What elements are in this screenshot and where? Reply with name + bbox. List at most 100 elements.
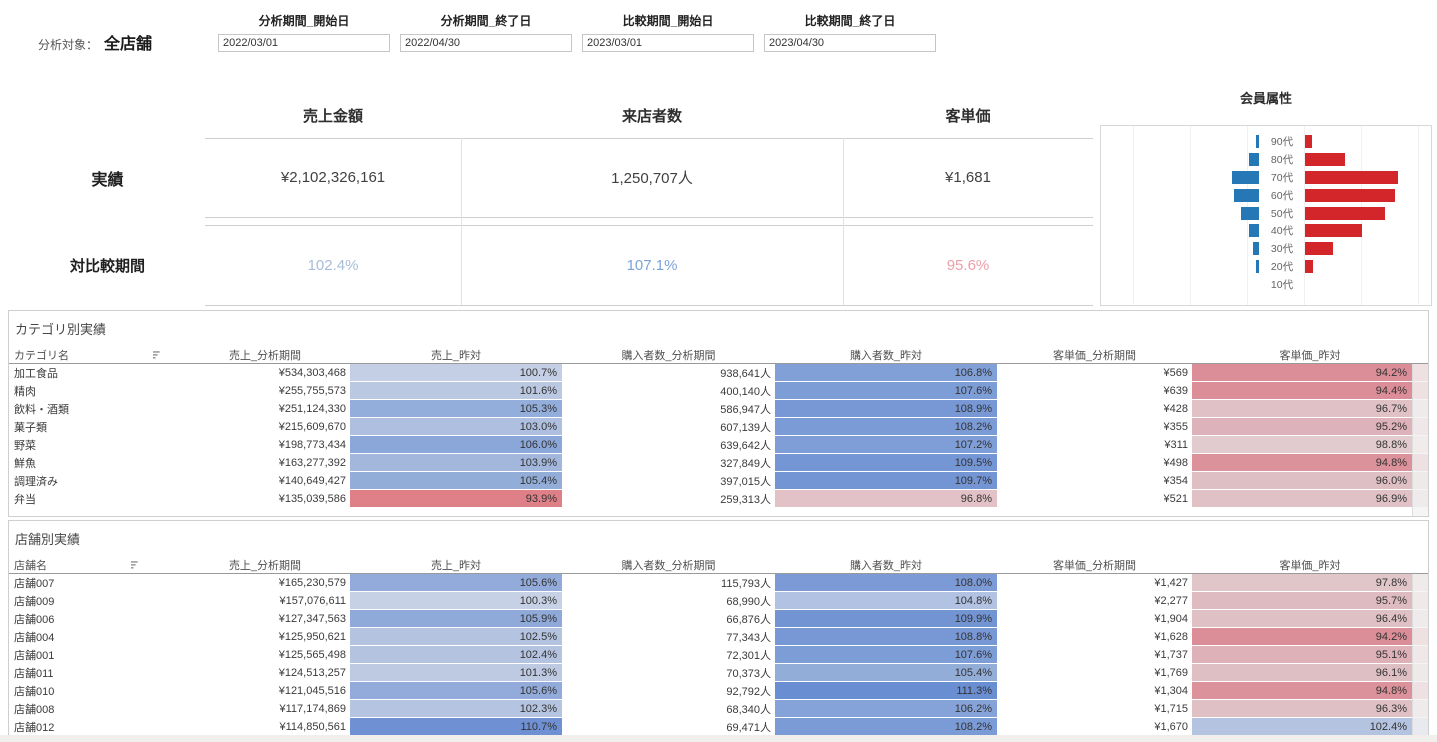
sales-value: ¥198,773,434	[278, 439, 346, 451]
yoy-bar: 96.7%	[1192, 400, 1428, 417]
buyers-value: 607,139人	[720, 422, 771, 434]
column-header[interactable]: 客単価_昨対	[1279, 559, 1341, 572]
kpi-actual-value: ¥1,681	[945, 169, 991, 186]
date-input[interactable]	[582, 34, 754, 52]
price-value: ¥639	[1163, 385, 1188, 397]
column-header[interactable]: 売上_昨対	[430, 559, 482, 572]
pyramid-bar-right[interactable]	[1305, 206, 1385, 220]
table-row[interactable]: 精肉 ¥255,755,573 101.6% 400,140人 107.6% ¥639 94…	[9, 382, 1428, 400]
column-header[interactable]: 客単価_分析期間	[1052, 349, 1137, 362]
table-body: 加工食品 ¥534,303,468 100.7% 938,641人 106.8% ¥569…	[9, 364, 1428, 516]
pyramid-bar-right[interactable]	[1305, 259, 1313, 273]
yoy-bar: 102.5%	[350, 628, 562, 645]
date-input[interactable]	[764, 34, 936, 52]
buyers-value: 68,990人	[726, 596, 771, 608]
sort-icon[interactable]	[153, 350, 163, 360]
yoy-bar: 107.6%	[775, 646, 997, 663]
table-row[interactable]: 店舗004 ¥125,950,621 102.5% 77,343人 108.8% ¥1,6…	[9, 628, 1428, 646]
pyramid-bar-right[interactable]	[1305, 153, 1345, 167]
table-row[interactable]: 加工食品 ¥534,303,468 100.7% 938,641人 106.8% ¥569…	[9, 364, 1428, 382]
table-row[interactable]: 店舗012 ¥114,850,561 110.7% 69,471人 108.2% ¥1,6…	[9, 718, 1428, 736]
yoy-bar: 103.9%	[350, 454, 562, 471]
column-header[interactable]: 売上_昨対	[430, 349, 482, 362]
pyramid-bar-left[interactable]	[1232, 170, 1259, 184]
pyramid-bar-left[interactable]	[1249, 224, 1259, 238]
table-row[interactable]: 調理済み ¥140,649,427 105.4% 397,015人 109.7% ¥354…	[9, 472, 1428, 490]
table-row[interactable]: 弁当 ¥135,039,586 93.9% 259,313人 96.8% ¥521 96.9…	[9, 490, 1428, 508]
horizontal-scrollbar[interactable]	[0, 735, 1437, 742]
buyers-value: 72,301人	[726, 650, 771, 662]
pyramid-bar-left[interactable]	[1256, 259, 1259, 273]
kpi-ratio-value: 95.6%	[946, 256, 990, 274]
column-header[interactable]: 客単価_分析期間	[1052, 559, 1137, 572]
column-header[interactable]: 購入者数_昨対	[849, 349, 923, 362]
price-value: ¥1,904	[1154, 613, 1188, 625]
column-header[interactable]: 購入者数_分析期間	[621, 349, 716, 362]
vertical-scrollbar[interactable]	[1412, 364, 1428, 516]
column-header[interactable]: 店舗名	[9, 556, 180, 573]
table-row[interactable]: 店舗006 ¥127,347,563 105.9% 66,876人 109.9% ¥1,9…	[9, 610, 1428, 628]
kpi-actual-value: 1,250,707人	[611, 170, 693, 187]
price-value: ¥2,277	[1154, 595, 1188, 607]
pyramid-title: 会員属性	[1239, 91, 1292, 106]
price-value: ¥355	[1163, 421, 1188, 433]
column-header[interactable]: 売上_分析期間	[228, 349, 302, 362]
pyramid-bar-right[interactable]	[1305, 224, 1362, 238]
yoy-bar: 106.0%	[350, 436, 562, 453]
kpi-actual-row: ¥2,102,326,161 1,250,707人 ¥1,681	[205, 138, 1093, 217]
row-label: 店舗004	[14, 632, 55, 644]
buyers-value: 66,876人	[726, 614, 771, 626]
column-header[interactable]: 購入者数_分析期間	[621, 559, 716, 572]
pyramid-bar-left[interactable]	[1249, 153, 1259, 167]
table-row[interactable]: 店舗011 ¥124,513,257 101.3% 70,373人 105.4% ¥1,7…	[9, 664, 1428, 682]
divider	[205, 305, 1093, 306]
pyramid-bar-left[interactable]	[1256, 135, 1259, 149]
yoy-bar: 100.7%	[350, 364, 562, 381]
table-row[interactable]: 野菜 ¥198,773,434 106.0% 639,642人 107.2% ¥311 98…	[9, 436, 1428, 454]
kpi-column-header: 来店者数	[621, 107, 682, 125]
column-header[interactable]: 客単価_昨対	[1279, 349, 1341, 362]
vertical-scrollbar[interactable]	[1412, 574, 1428, 741]
pyramid-bar-left[interactable]	[1234, 188, 1259, 202]
column-header[interactable]: 購入者数_昨対	[849, 559, 923, 572]
sort-icon[interactable]	[131, 560, 141, 570]
row-label: 店舗010	[14, 686, 55, 698]
table-row[interactable]: 店舗001 ¥125,565,498 102.4% 72,301人 107.6% ¥1,7…	[9, 646, 1428, 664]
kpi-column-header: 客単価	[945, 107, 991, 125]
buyers-value: 68,340人	[726, 704, 771, 716]
table-row[interactable]: 菓子類 ¥215,609,670 103.0% 607,139人 108.2% ¥355 9…	[9, 418, 1428, 436]
kpi-row-label-actual: 実績	[91, 171, 124, 189]
sales-value: ¥124,513,257	[278, 667, 346, 679]
row-label: 弁当	[14, 494, 36, 506]
analysis-target-value[interactable]: 全店舗	[104, 36, 153, 53]
pyramid-bar-left[interactable]	[1253, 242, 1259, 256]
table-row[interactable]: 店舗009 ¥157,076,611 100.3% 68,990人 104.8% ¥2,2…	[9, 592, 1428, 610]
column-header[interactable]: 売上_分析期間	[228, 559, 302, 572]
row-label: 調理済み	[14, 476, 58, 488]
buyers-value: 397,015人	[720, 476, 771, 488]
column-header[interactable]: カテゴリ名	[9, 346, 180, 363]
table-row[interactable]: 鮮魚 ¥163,277,392 103.9% 327,849人 109.5% ¥498 94…	[9, 454, 1428, 472]
divider	[205, 225, 1093, 226]
row-label: 店舗001	[14, 650, 55, 662]
table-row[interactable]: 店舗007 ¥165,230,579 105.6% 115,793人 108.0% ¥1,…	[9, 574, 1428, 592]
pyramid-bar-right[interactable]	[1305, 242, 1333, 256]
yoy-bar: 108.8%	[775, 628, 997, 645]
pyramid-bar-right[interactable]	[1305, 135, 1312, 149]
pyramid-age-label: 90代	[1270, 136, 1294, 149]
table-row[interactable]: 店舗010 ¥121,045,516 105.6% 92,792人 111.3% ¥1,3…	[9, 682, 1428, 700]
price-value: ¥428	[1163, 403, 1188, 415]
divider	[205, 138, 1093, 139]
table-row[interactable]: 店舗008 ¥117,174,869 102.3% 68,340人 106.2% ¥1,7…	[9, 700, 1428, 718]
yoy-bar: 96.9%	[1192, 490, 1428, 507]
yoy-bar: 111.3%	[775, 682, 997, 699]
date-input[interactable]	[218, 34, 390, 52]
yoy-bar: 108.2%	[775, 418, 997, 435]
date-input[interactable]	[400, 34, 572, 52]
pyramid-bar-left[interactable]	[1241, 206, 1259, 220]
row-label: 店舗011	[14, 668, 54, 680]
table-row[interactable]: 飲料・酒類 ¥251,124,330 105.3% 586,947人 108.9% ¥42…	[9, 400, 1428, 418]
pyramid-bar-right[interactable]	[1305, 188, 1395, 202]
pyramid-bar-right[interactable]	[1305, 170, 1398, 184]
